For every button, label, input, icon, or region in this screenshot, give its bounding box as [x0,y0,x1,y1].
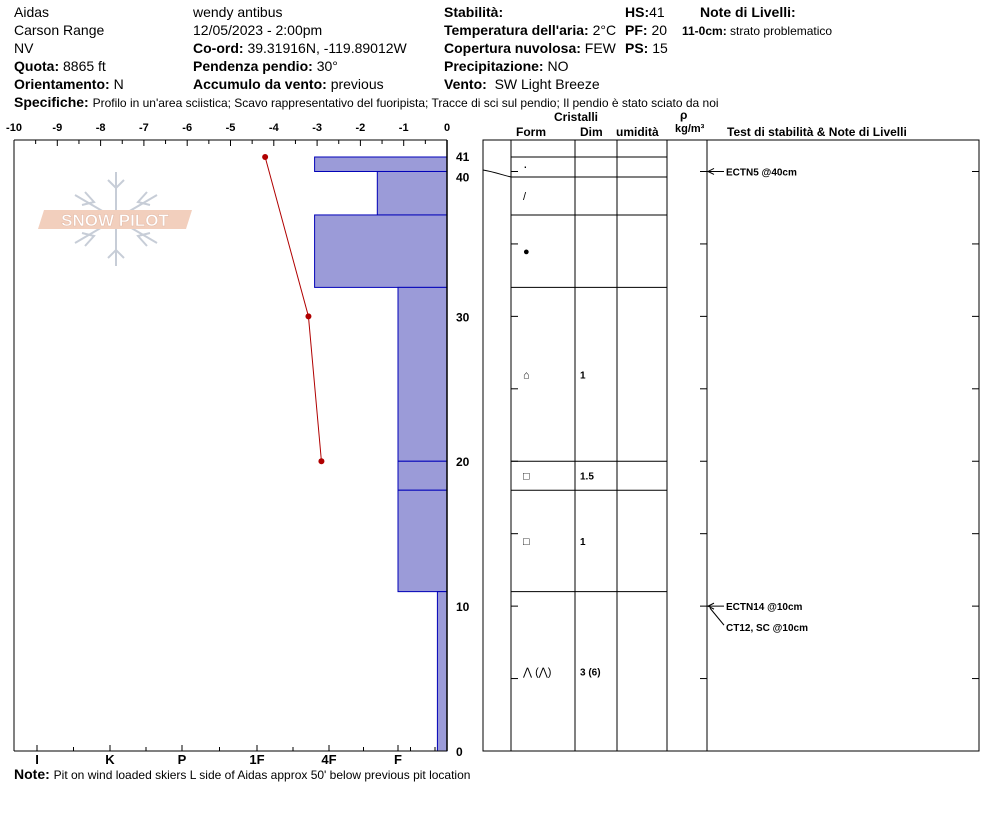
temp-tick-label: 0 [444,122,450,134]
slope-angle: Pendenza pendio: 30° [193,58,338,74]
location-name: Aidas [14,4,50,20]
layer-connector [482,169,512,178]
crystal-form: □ [523,536,530,548]
temp-tick-label: -2 [356,122,366,134]
temperature-point [305,313,312,320]
air-temperature: Temperatura dell'aria: 2°C [444,22,617,38]
elevation: Quota: 8865 ft [14,58,106,74]
crystal-form: □ [523,471,530,483]
crystal-size: 1.5 [580,472,594,483]
temp-tick-label: -6 [182,122,192,134]
crystal-form: · [523,158,528,174]
hardness-tick-label: P [178,752,187,767]
layer-notes-title: Note di Livelli: [700,4,796,20]
temp-tick-label: -5 [226,122,236,134]
crystals-header: Cristalli [554,110,599,124]
logo-text: SNOW PILOT [61,211,169,230]
hardness-layer-bar [314,156,448,172]
height-tick-label: 0 [456,745,463,759]
arrow-icon [706,602,715,610]
hardness-layers [314,156,448,752]
observer: wendy antibus [193,4,283,20]
hardness-layer-bar [397,286,448,462]
hardness-axis: I K P 1F 4F F [35,745,436,767]
hardness-tick-label: K [105,752,115,767]
temp-tick-label: -7 [139,122,149,134]
temperature-line [264,156,322,462]
crystal-size: 1 [580,537,586,548]
height-axis: 0 10 20 30 40 41 [456,150,470,759]
hardness-tick-label: 4F [321,752,336,767]
precipitation: Precipitazione: NO [444,58,569,74]
density-unit: kg/m³ [675,123,705,135]
stability-test-label: CT12, SC @10cm [726,623,808,634]
stability-label: Stabilità: [444,4,504,20]
temp-tick-label: -8 [96,122,106,134]
snowpilot-logo: SNOW PILOT [38,172,192,266]
density-symbol: ρ [680,108,688,122]
wind: Vento: SW Light Breeze [444,76,600,92]
sky-cover: Copertura nuvolosa: FEW [444,40,616,56]
crystal-form: ● [523,246,530,258]
layer-note: 11-0cm: strato problematico [682,24,833,38]
coordinates: Co-ord: 39.31916N, -119.89012W [193,40,407,56]
height-tick-label: 20 [456,455,470,469]
temp-tick-label: -3 [312,122,322,134]
hardness-layer-bar [397,489,448,593]
crystal-form: ⌂ [523,369,530,381]
crystal-form: ⋀ (⋀) [522,666,551,678]
temp-tick-label: -4 [269,122,280,134]
crystal-size: 1 [580,370,586,381]
hardness-layer-bar [314,214,448,288]
height-tick-label: 41 [456,150,470,164]
stability-test-label: ECTN14 @10cm [726,602,803,613]
height-tick-label: 10 [456,600,470,614]
temperature-axis: -10 -9 -8 -7 -6 -5 -4 -3 -2 -1 0 [6,122,450,146]
crystal-size: 3 (6) [580,667,601,678]
temperature-point [318,458,325,465]
date-time: 12/05/2023 - 2:00pm [193,22,323,38]
foot-penetration: PF: 20 [625,22,668,38]
height-tick-label: 40 [456,170,470,184]
test-pointer [709,607,725,626]
temperature-profile [262,154,325,465]
arrow-icon [706,168,715,175]
layer-table: · / ● ⌂ 1 □ 1.5 □ 1 ⋀ (⋀) 3 (6) [482,139,980,752]
hardness-layer-bar [436,591,448,752]
logo-banner [38,210,192,229]
hardness-tick-label: F [394,752,402,767]
ski-penetration: PS: 15 [625,40,668,56]
temp-tick-label: -10 [6,122,22,134]
hardness-tick-label: 1F [249,752,264,767]
stability-tests: ECTN5 @40cm ECTN14 @10cm CT12, SC @10cm [706,167,808,634]
form-header: Form [516,125,546,139]
size-header: Dim [580,125,603,139]
state: NV [14,40,34,56]
height-tick-label: 30 [456,310,470,324]
stability-notes-header: Test di stabilità & Note di Livelli [727,125,907,139]
hardness-layer-bar [397,460,448,491]
mountain-range: Carson Range [14,22,105,38]
temp-tick-label: -9 [52,122,62,134]
specifics: Specifiche: Profilo in un'area sciistica… [14,94,719,110]
stability-test-label: ECTN5 @40cm [726,167,797,178]
moisture-header: umidità [616,125,659,139]
pit-note: Note: Pit on wind loaded skiers L side o… [14,766,471,782]
temperature-point [262,154,269,160]
wind-loading: Accumulo da vento: previous [193,76,384,92]
temp-tick-label: -1 [399,122,409,134]
aspect: Orientamento: N [14,76,124,92]
snow-height: HS:41 [625,4,665,20]
crystal-form: / [523,191,527,203]
table-border [482,139,980,752]
hardness-tick-label: I [35,752,39,767]
hardness-layer-bar [376,170,448,216]
